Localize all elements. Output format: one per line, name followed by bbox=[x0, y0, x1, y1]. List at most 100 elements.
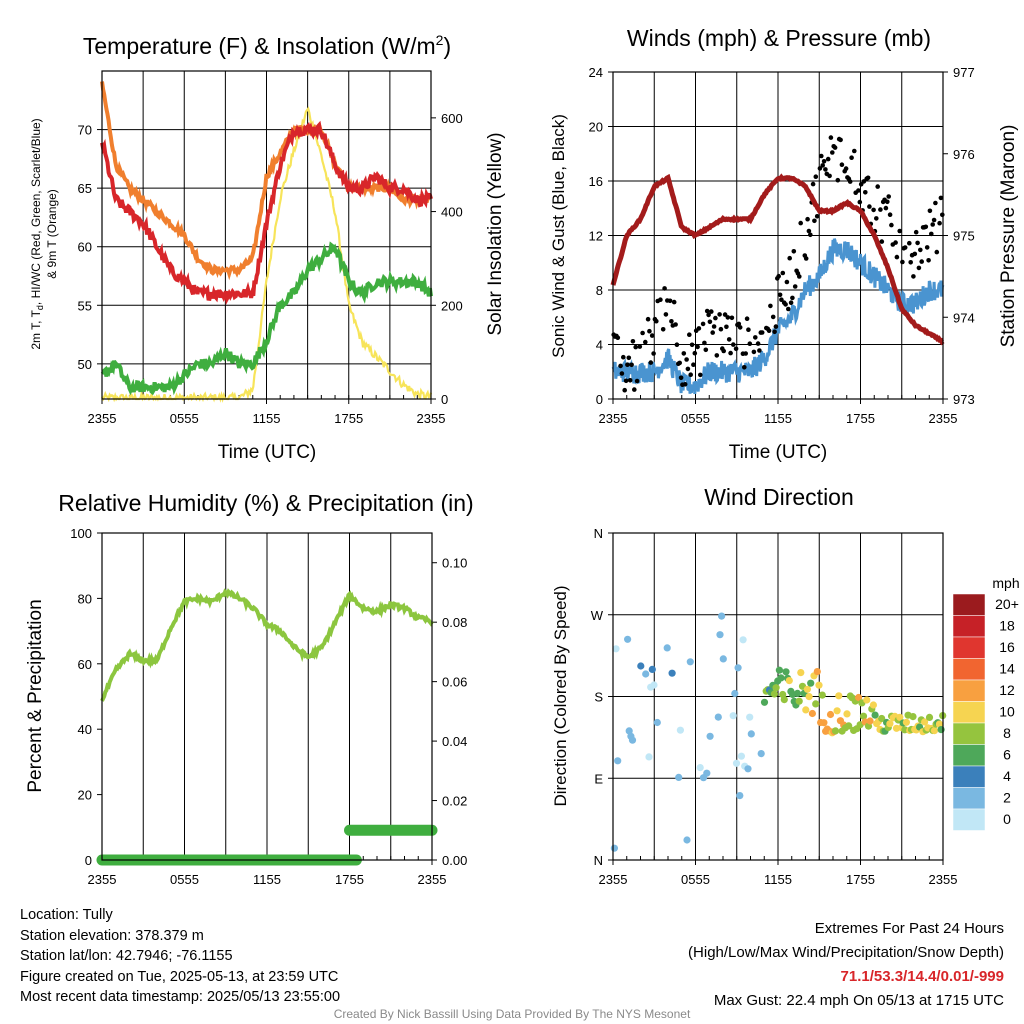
pressure-line bbox=[610, 173, 945, 346]
direction-point bbox=[706, 732, 714, 740]
gust-point bbox=[806, 228, 812, 234]
direction-point bbox=[663, 644, 671, 652]
gust-point bbox=[632, 387, 637, 392]
gust-point bbox=[770, 314, 776, 320]
direction-point bbox=[869, 701, 878, 709]
temp-xtick-label: 2355 bbox=[88, 411, 117, 426]
gust-point bbox=[654, 318, 659, 324]
direction-point bbox=[813, 668, 821, 676]
gust-point bbox=[780, 270, 786, 276]
legend-label: 10 bbox=[999, 704, 1015, 720]
gust-point bbox=[783, 302, 788, 307]
gust-point bbox=[766, 328, 772, 334]
gust-point bbox=[828, 135, 834, 140]
gust-point bbox=[648, 360, 654, 365]
gust-point bbox=[736, 321, 742, 327]
gust-point bbox=[733, 346, 739, 352]
gust-point bbox=[744, 316, 750, 322]
wind-xtick-label: 0555 bbox=[681, 411, 710, 426]
direction-point bbox=[637, 662, 645, 670]
direction-point bbox=[744, 765, 752, 773]
gust-point bbox=[918, 247, 923, 253]
legend-swatch bbox=[952, 636, 986, 659]
legend-swatch bbox=[952, 615, 986, 638]
gust-point bbox=[879, 239, 885, 244]
rh-chart-title: Relative Humidity (%) & Precipitation (i… bbox=[58, 490, 473, 516]
direction-point bbox=[696, 764, 704, 772]
gust-point bbox=[689, 342, 695, 348]
gust-point bbox=[649, 333, 655, 338]
gust-point bbox=[875, 184, 880, 189]
direction-point bbox=[826, 710, 835, 719]
dir-ytick-label: E bbox=[594, 771, 603, 786]
gust-point bbox=[839, 162, 845, 167]
gust-point bbox=[777, 292, 783, 298]
temp-chart-title: Temperature (F) & Insolation (W/m2) bbox=[83, 32, 451, 59]
temp-ylabel-left-2: & 9m T (Orange) bbox=[45, 189, 59, 279]
direction-point bbox=[772, 684, 780, 692]
temp-xtick-label: 0555 bbox=[170, 411, 199, 426]
direction-point bbox=[734, 664, 742, 672]
latlon-text: Station lat/lon: 42.7946; -76.1155 bbox=[20, 948, 233, 964]
legend-label: 8 bbox=[1003, 725, 1011, 741]
direction-point bbox=[746, 713, 754, 721]
gust-point bbox=[885, 199, 890, 205]
gust-point bbox=[755, 341, 761, 346]
wind-xtick-label: 2355 bbox=[599, 411, 628, 426]
gust-point bbox=[757, 348, 762, 353]
gust-point bbox=[626, 355, 632, 361]
gust-point bbox=[856, 188, 861, 193]
credit-text: Created By Nick Bassill Using Data Provi… bbox=[333, 1007, 691, 1021]
gust-point bbox=[823, 167, 828, 172]
gust-point bbox=[810, 181, 816, 187]
gust-point bbox=[924, 245, 930, 250]
gust-point bbox=[808, 232, 813, 238]
direction-point bbox=[683, 836, 691, 844]
gust-point bbox=[893, 240, 898, 245]
direction-point bbox=[628, 736, 637, 744]
gust-point bbox=[687, 332, 692, 338]
direction-point bbox=[612, 645, 620, 653]
gust-point bbox=[678, 375, 684, 381]
rh-y2tick-label: 0.08 bbox=[442, 615, 467, 630]
gust-point bbox=[867, 204, 872, 209]
legend-swatch bbox=[952, 765, 986, 788]
direction-point bbox=[775, 666, 784, 674]
gust-point bbox=[934, 249, 940, 255]
direction-point bbox=[718, 612, 726, 620]
gust-point bbox=[674, 342, 680, 348]
dir-border bbox=[612, 532, 944, 861]
direction-point bbox=[937, 726, 945, 734]
gust-point bbox=[933, 200, 938, 206]
direction-point bbox=[863, 696, 871, 704]
wind-ytick-label: 0 bbox=[596, 392, 603, 407]
speed-legend: 20+ 18 16 14 12 10 8 6 4 2 0 bbox=[952, 593, 1019, 831]
direction-point bbox=[675, 773, 683, 782]
gust-point bbox=[871, 207, 876, 213]
direction-point bbox=[886, 720, 894, 728]
rh-ytick-label: 100 bbox=[70, 526, 92, 541]
gust-point bbox=[696, 326, 702, 331]
gust-point bbox=[622, 387, 627, 393]
direction-point bbox=[760, 698, 769, 706]
gust-point bbox=[908, 260, 913, 265]
temp-panel: 50 55 60 65 70 2355 0555 1155 1755 2355 0 200 400 600 bbox=[78, 70, 463, 426]
temp-border bbox=[101, 70, 432, 400]
gust-point bbox=[813, 174, 819, 179]
gust-point bbox=[930, 222, 935, 227]
gust-point bbox=[940, 212, 945, 218]
direction-point bbox=[909, 713, 917, 721]
gust-point bbox=[919, 259, 924, 264]
gust-point bbox=[660, 327, 666, 332]
wind-xtick-label: 1755 bbox=[846, 411, 875, 426]
gust-point bbox=[803, 256, 809, 261]
rh-xtick-label: 2355 bbox=[418, 872, 447, 887]
gust-point bbox=[703, 347, 709, 353]
gust-point bbox=[865, 175, 871, 181]
direction-point bbox=[732, 759, 741, 767]
legend-swatch bbox=[952, 808, 986, 831]
wind-ytick-label: 24 bbox=[589, 65, 603, 80]
legend-swatch bbox=[952, 744, 986, 767]
gust-point bbox=[707, 319, 713, 325]
